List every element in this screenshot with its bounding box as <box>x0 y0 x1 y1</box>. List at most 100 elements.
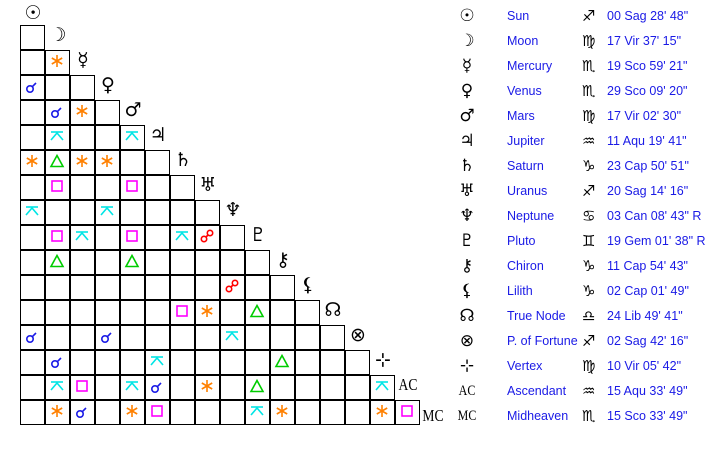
grid-cell-midheaven-neptune <box>219 399 245 425</box>
grid-cell-chiron-neptune <box>219 249 245 275</box>
grid-cell-lilith-moon <box>44 274 70 300</box>
planet-position: 11 Aqu 19' 41" <box>607 134 687 148</box>
zodiac-sign-icon: ♒ <box>582 382 596 400</box>
grid-cell-saturn-sun <box>19 149 45 175</box>
planet-position: 19 Gem 01' 38" R <box>607 234 705 248</box>
zodiac-sign-icon: ♏ <box>582 57 596 75</box>
planet-name: Mercury <box>507 59 553 73</box>
planet-name: Jupiter <box>507 134 545 148</box>
planet-row-mercury: ☿ Mercury ♏ 19 Sco 59' 21" <box>455 55 705 80</box>
conjunction-icon <box>74 403 90 422</box>
grid-cell-neptune-sun <box>19 199 45 225</box>
square-icon <box>174 303 190 322</box>
grid-cell-chiron-moon <box>44 249 70 275</box>
planet-position: 02 Cap 01' 49" <box>607 284 689 298</box>
true-node-icon: ☊ <box>459 306 475 326</box>
planet-name: Moon <box>507 34 539 48</box>
zodiac-sign-icon: ♎ <box>582 307 596 325</box>
planet-position: 15 Aqu 33' 49" <box>607 384 688 398</box>
sextile-icon <box>49 53 65 72</box>
grid-cell-jupiter-mercury <box>69 124 95 150</box>
grid-cell-pluto-jupiter <box>144 224 170 250</box>
grid-cell-saturn-venus <box>94 149 120 175</box>
grid-cell-uranus-mars <box>119 174 145 200</box>
grid-cell-pluto-mars <box>119 224 145 250</box>
planet-position: 02 Sag 42' 16" <box>607 334 689 348</box>
sextile-icon <box>74 153 90 172</box>
conjunction-icon <box>49 103 65 122</box>
trine-icon <box>124 253 140 272</box>
zodiac-sign-icon: ♑ <box>582 257 596 275</box>
grid-cell-uranus-venus <box>94 174 120 200</box>
grid-cell-midheaven-p-of-fortune <box>344 399 370 425</box>
grid-cell-jupiter-mars <box>119 124 145 150</box>
planet-position: 10 Vir 05' 42" <box>607 359 682 373</box>
quincunx-icon <box>124 378 140 397</box>
opposition-icon <box>199 228 215 247</box>
square-icon <box>124 178 140 197</box>
grid-cell-ascendant-mars <box>119 374 145 400</box>
quincunx-icon <box>374 378 390 397</box>
mars-icon: ♂ <box>459 106 475 126</box>
grid-cell-p-of-fortune-pluto <box>244 324 270 350</box>
grid-cell-neptune-uranus <box>194 199 220 225</box>
planet-position: 15 Sco 33' 49" <box>607 409 688 423</box>
grid-cell-p-of-fortune-lilith <box>294 324 320 350</box>
planet-row-jupiter: ♃ Jupiter ♒ 11 Aqu 19' 41" <box>455 130 705 155</box>
square-icon <box>149 403 165 422</box>
zodiac-sign-icon: ♐ <box>582 332 596 350</box>
grid-cell-chiron-uranus <box>194 249 220 275</box>
grid-cell-vertex-moon <box>44 349 70 375</box>
grid-cell-pluto-moon <box>44 224 70 250</box>
grid-cell-lilith-mars <box>119 274 145 300</box>
grid-cell-ascendant-saturn <box>169 374 195 400</box>
grid-cell-true-node-uranus <box>194 299 220 325</box>
zodiac-sign-icon: ♐ <box>582 182 596 200</box>
grid-cell-vertex-mercury <box>69 349 95 375</box>
quincunx-icon <box>74 228 90 247</box>
pluto-icon: ♇ <box>459 231 475 251</box>
mercury-glyph-icon: ☿ <box>77 48 89 71</box>
grid-cell-midheaven-lilith <box>294 399 320 425</box>
grid-cell-true-node-venus <box>94 299 120 325</box>
zodiac-sign-icon: ♋ <box>582 207 596 225</box>
grid-cell-p-of-fortune-chiron <box>269 324 295 350</box>
grid-cell-uranus-mercury <box>69 174 95 200</box>
p-of-fortune-glyph-icon: ⊗ <box>350 323 366 346</box>
grid-cell-mars-mercury <box>69 99 95 125</box>
sextile-icon <box>24 153 40 172</box>
planet-name: Lilith <box>507 284 533 298</box>
ascendant-icon: AC <box>458 383 476 399</box>
grid-cell-chiron-jupiter <box>144 249 170 275</box>
planet-name: Pluto <box>507 234 536 248</box>
grid-cell-true-node-jupiter <box>144 299 170 325</box>
grid-cell-venus-moon <box>44 74 70 100</box>
trine-icon <box>49 153 65 172</box>
aspect-grid: ☉ ☽ ☿ ♀ ♂ ♃ ♄ ♅ ♆ ♇ ⚷ ⚸ ☊ ⊗ ⊹ AC MC <box>19 2 444 425</box>
grid-cell-pluto-mercury <box>69 224 95 250</box>
saturn-glyph-icon: ♄ <box>174 148 192 171</box>
grid-cell-p-of-fortune-mercury <box>69 324 95 350</box>
trine-icon <box>249 303 265 322</box>
grid-cell-ascendant-lilith <box>294 374 320 400</box>
chiron-glyph-icon: ⚷ <box>276 248 290 271</box>
grid-cell-jupiter-moon <box>44 124 70 150</box>
p-of-fortune-icon: ⊗ <box>459 331 475 351</box>
grid-cell-mercury-sun <box>19 49 45 75</box>
grid-cell-midheaven-vertex <box>369 399 395 425</box>
grid-cell-midheaven-sun <box>19 399 45 425</box>
zodiac-sign-icon: ♏ <box>582 82 596 100</box>
lilith-icon: ⚸ <box>460 281 474 301</box>
planet-name: Neptune <box>507 209 555 223</box>
grid-cell-pluto-sun <box>19 224 45 250</box>
planet-row-midheaven: MC Midheaven ♏ 15 Sco 33' 49" <box>455 405 705 430</box>
zodiac-sign-icon: ♍ <box>582 107 596 125</box>
planet-row-saturn: ♄ Saturn ♑ 23 Cap 50' 51" <box>455 155 705 180</box>
grid-cell-vertex-sun <box>19 349 45 375</box>
grid-cell-p-of-fortune-saturn <box>169 324 195 350</box>
grid-cell-ascendant-venus <box>94 374 120 400</box>
grid-cell-lilith-venus <box>94 274 120 300</box>
square-icon <box>49 228 65 247</box>
grid-cell-ascendant-jupiter <box>144 374 170 400</box>
planet-row-neptune: ♆ Neptune ♋ 03 Can 08' 43" R <box>455 205 705 230</box>
